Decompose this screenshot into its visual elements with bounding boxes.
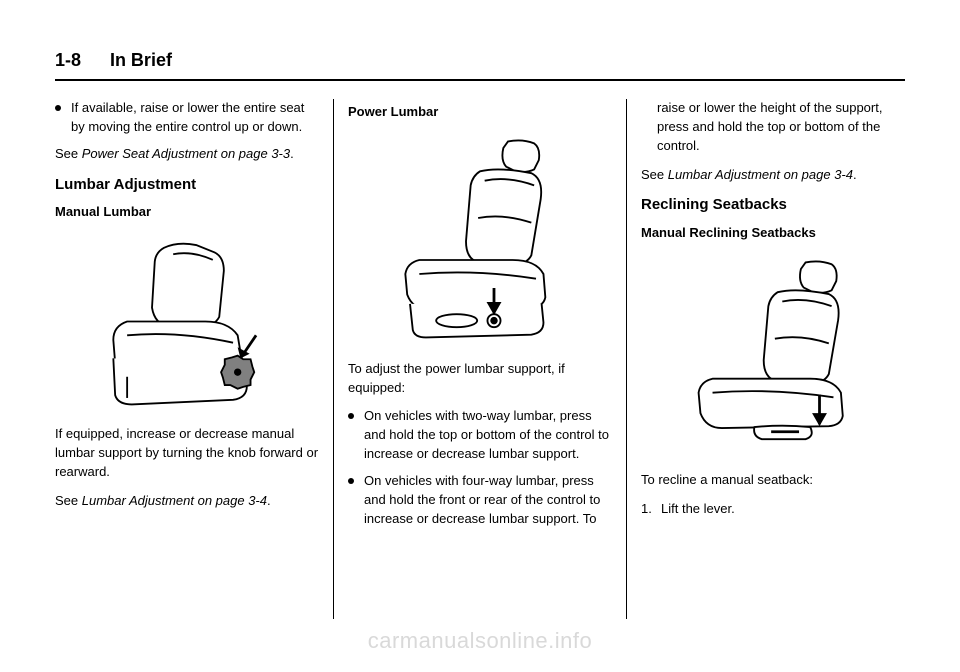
figure-manual-recline-seat [641,255,905,455]
paragraph-continuation: raise or lower the height of the support… [641,99,905,156]
bullet-icon [348,478,354,484]
bullet-icon [348,413,354,419]
figure-manual-lumbar-seat [55,234,319,409]
numbered-step: 1. Lift the lever. [641,500,905,519]
bullet-text: On vehicles with two-way lumbar, press a… [364,407,612,464]
see-reference: See Lumbar Adjustment on page 3-4. [55,492,319,511]
column-3: raise or lower the height of the support… [627,99,905,619]
page-section: In Brief [110,50,172,70]
bullet-item: On vehicles with two-way lumbar, press a… [348,407,612,464]
watermark: carmanualsonline.info [0,628,960,654]
heading-power-lumbar: Power Lumbar [348,103,612,122]
see-suffix: . [290,146,294,161]
see-suffix: . [267,493,271,508]
column-1: If available, raise or lower the entire … [55,99,333,619]
page-header: 1-8 In Brief [55,50,905,81]
heading-lumbar-adjustment: Lumbar Adjustment [55,174,319,196]
page-section-gap [85,50,105,70]
step-number: 1. [641,500,661,519]
paragraph: To adjust the power lumbar support, if e… [348,360,612,398]
heading-manual-reclining: Manual Reclining Seatbacks [641,224,905,243]
bullet-item: If available, raise or lower the entire … [55,99,319,137]
see-link: Lumbar Adjustment on page 3-4 [668,167,853,182]
column-2: Power Lumbar To a [334,99,626,619]
page-number: 1-8 [55,50,81,70]
see-link: Lumbar Adjustment on page 3-4 [82,493,267,508]
see-suffix: . [853,167,857,182]
figure-power-lumbar-seat [348,134,612,344]
bullet-text: If available, raise or lower the entire … [71,99,319,137]
bullet-item: On vehicles with four-way lumbar, press … [348,472,612,529]
paragraph: To recline a manual seatback: [641,471,905,490]
see-reference: See Power Seat Adjustment on page 3-3. [55,145,319,164]
step-text: Lift the lever. [661,500,735,519]
bullet-icon [55,105,61,111]
see-prefix: See [55,493,82,508]
see-prefix: See [641,167,668,182]
see-reference: See Lumbar Adjustment on page 3-4. [641,166,905,185]
content-columns: If available, raise or lower the entire … [55,99,905,619]
bullet-text: On vehicles with four-way lumbar, press … [364,472,612,529]
see-prefix: See [55,146,82,161]
paragraph: If equipped, increase or decrease manual… [55,425,319,482]
heading-manual-lumbar: Manual Lumbar [55,203,319,222]
heading-reclining-seatbacks: Reclining Seatbacks [641,194,905,216]
see-link: Power Seat Adjustment on page 3-3 [82,146,290,161]
